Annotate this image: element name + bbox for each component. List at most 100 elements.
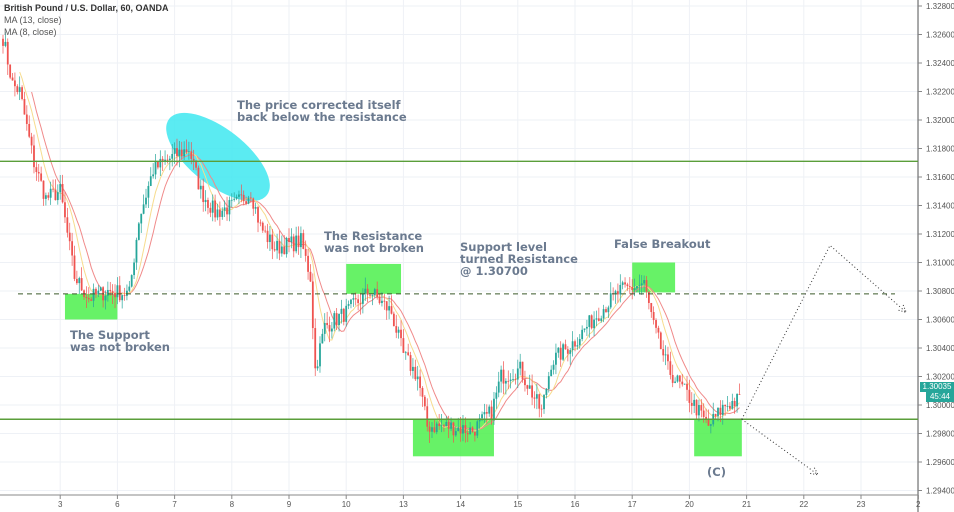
candle-body xyxy=(531,385,533,398)
candle-body xyxy=(512,379,514,380)
candle-body xyxy=(104,295,107,301)
candle-body xyxy=(395,326,398,333)
candle-body xyxy=(64,202,66,218)
candle-body xyxy=(500,369,503,382)
candle-body xyxy=(183,149,186,157)
candle-body xyxy=(252,198,255,209)
candle-body xyxy=(233,198,236,200)
candle-body xyxy=(607,307,610,313)
candle-body xyxy=(636,286,638,289)
candle-body xyxy=(507,380,510,382)
candle-body xyxy=(180,149,183,157)
candle-body xyxy=(583,328,586,330)
candle-body xyxy=(707,419,710,426)
candle-body xyxy=(35,167,38,173)
candle-body xyxy=(223,207,226,211)
candle-body xyxy=(655,320,657,328)
candle-body xyxy=(323,322,326,334)
candle-body xyxy=(116,285,119,298)
candle-body xyxy=(547,376,550,389)
candle-body xyxy=(576,345,579,347)
candle-body xyxy=(147,185,150,198)
x-tick-label: 13 xyxy=(399,500,408,509)
candle-body xyxy=(538,394,541,409)
candle-body xyxy=(621,282,624,285)
candle-body xyxy=(428,426,431,432)
candle-body xyxy=(247,197,250,204)
candle-body xyxy=(469,427,472,435)
candle-body xyxy=(340,308,343,314)
candle-body xyxy=(502,369,505,384)
candle-body xyxy=(228,200,231,215)
y-tick-label: 1.32200 xyxy=(926,88,954,97)
candle-body xyxy=(690,402,693,406)
candle-body xyxy=(249,197,252,199)
candle-body xyxy=(564,344,567,350)
candle-body xyxy=(688,389,691,403)
candle-body xyxy=(476,421,479,436)
candle-body xyxy=(659,332,662,350)
candle-body xyxy=(106,289,109,296)
candle-body xyxy=(457,427,460,432)
candle-body xyxy=(40,173,43,181)
candle-body xyxy=(412,366,414,371)
candle-body xyxy=(667,354,669,362)
candle-body xyxy=(407,352,410,356)
candle-body xyxy=(423,396,426,407)
x-tick-label: 8 xyxy=(230,500,235,509)
candle-body xyxy=(218,209,221,217)
candle-body xyxy=(640,283,643,286)
candle-body xyxy=(516,368,519,380)
candle-body xyxy=(173,148,176,154)
candle-body xyxy=(700,405,703,411)
candle-body xyxy=(369,294,371,296)
candle-body xyxy=(16,86,19,93)
candle-body xyxy=(30,136,33,146)
candle-body xyxy=(14,80,16,87)
x-tick-label: 20 xyxy=(685,500,694,509)
candle-body xyxy=(578,339,581,346)
candle-body xyxy=(371,295,374,296)
candle-body xyxy=(698,405,700,416)
y-tick-label: 1.31000 xyxy=(926,259,954,268)
candle-body xyxy=(521,361,524,380)
candle-body xyxy=(199,185,202,190)
x-tick-label: 9 xyxy=(287,500,292,509)
annotation-support-not-broken: The Support was not broken xyxy=(70,328,170,354)
candle-body xyxy=(652,312,655,321)
legend-ma8[interactable]: MA (8, close) xyxy=(4,27,57,37)
candle-body xyxy=(257,207,259,223)
arrow-head xyxy=(810,467,820,476)
candle-body xyxy=(28,123,31,137)
candle-body xyxy=(626,284,629,287)
candle-body xyxy=(109,289,112,292)
candle-body xyxy=(402,338,405,353)
candle-body xyxy=(126,290,128,296)
candle-body xyxy=(161,158,164,162)
candle-body xyxy=(378,297,381,304)
candle-body xyxy=(464,425,467,433)
candle-body xyxy=(99,287,102,291)
candle-body xyxy=(526,385,529,389)
support-resistance-zone xyxy=(694,419,742,457)
legend-ma13[interactable]: MA (13, close) xyxy=(4,15,62,25)
highlight-ellipse xyxy=(166,112,270,202)
candle-body xyxy=(645,280,648,292)
candle-body xyxy=(497,381,500,393)
candle-body xyxy=(731,400,734,409)
candle-body xyxy=(121,295,124,301)
candle-body xyxy=(533,397,536,399)
candle-body xyxy=(447,421,450,429)
candle-body xyxy=(135,239,138,263)
candle-body xyxy=(452,422,455,436)
candle-body xyxy=(681,381,684,385)
candle-body xyxy=(664,354,667,356)
candle-body xyxy=(285,237,288,255)
candle-body xyxy=(309,271,312,282)
candle-body xyxy=(216,209,219,218)
candle-body xyxy=(483,412,486,415)
annotation-false-breakout: False Breakout xyxy=(614,237,711,251)
annotation-c-label: (C) xyxy=(707,465,726,479)
